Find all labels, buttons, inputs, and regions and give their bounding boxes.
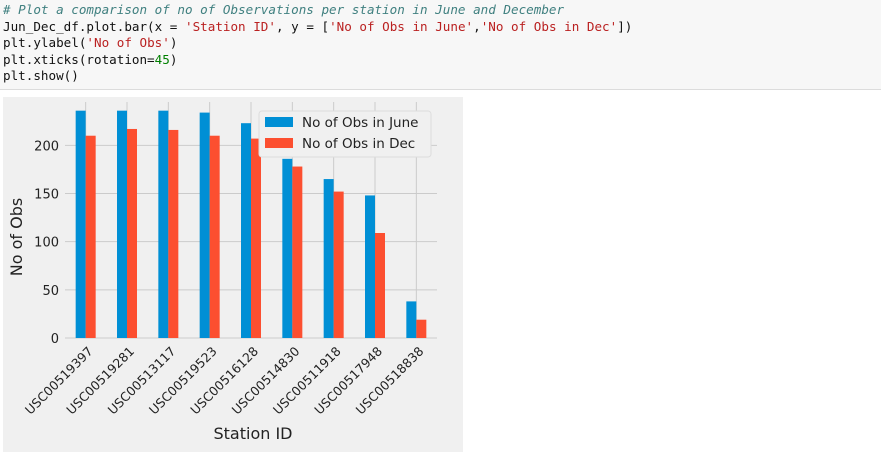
bar-june — [365, 195, 375, 338]
legend: No of Obs in June No of Obs in Dec — [258, 110, 432, 158]
code-text: ) — [169, 51, 178, 67]
code-text: ) — [169, 35, 178, 51]
code-comment: # Plot a comparison of no of Observation… — [3, 2, 565, 17]
code-text: plt.xticks(rotation= — [3, 51, 155, 67]
code-text: , y = [ — [275, 18, 330, 34]
bar-dec — [251, 138, 261, 338]
bar-dec — [209, 135, 220, 338]
legend-box — [258, 110, 432, 158]
bar-june — [323, 179, 334, 338]
y-tick-label: 0 — [51, 332, 59, 347]
y-tick-label: 150 — [34, 188, 59, 203]
code-text: ]) — [617, 18, 633, 34]
y-tick-labels: 0 50 100 150 200 — [34, 139, 59, 347]
bar-chart: 0 50 100 150 200 USC00519397USC00519281USC00… — [7, 102, 437, 443]
code-number: 45 — [154, 51, 170, 67]
y-tick-label: 100 — [34, 236, 59, 251]
bars — [75, 110, 427, 338]
code-text: Jun_Dec_df.plot.bar(x = — [3, 18, 185, 34]
bar-june — [199, 112, 210, 338]
code-cell[interactable]: # Plot a comparison of no of Observation… — [0, 0, 881, 90]
bar-dec — [333, 191, 344, 338]
code-line-5: plt.show() — [3, 68, 881, 85]
code-string: 'Station ID' — [184, 18, 276, 34]
code-text: plt.show() — [3, 68, 79, 84]
y-axis-label: No of Obs — [7, 198, 26, 276]
bar-dec — [416, 319, 427, 338]
bar-dec — [375, 233, 385, 338]
x-tick-labels: USC00519397USC00519281USC00513117USC0051… — [22, 343, 427, 417]
bar-june — [282, 158, 293, 338]
code-line-4: plt.xticks(rotation=45) — [3, 52, 881, 69]
y-tick-label: 50 — [42, 284, 59, 299]
bar-dec — [168, 129, 179, 338]
bar-june — [241, 123, 251, 338]
code-text: , — [473, 18, 481, 34]
code-string: 'No of Obs in Dec' — [480, 18, 618, 34]
code-line-3: plt.ylabel('No of Obs') — [3, 35, 881, 52]
bar-june — [117, 110, 127, 338]
bar-dec — [292, 166, 303, 338]
code-line-2: Jun_Dec_df.plot.bar(x = 'Station ID', y … — [3, 19, 881, 36]
legend-swatch-june — [265, 117, 293, 127]
legend-swatch-dec — [265, 138, 293, 148]
legend-label-dec: No of Obs in Dec — [302, 136, 415, 152]
bar-dec — [127, 128, 137, 338]
code-string: 'No of Obs' — [86, 35, 170, 51]
bar-june — [158, 110, 169, 338]
code-line-1: # Plot a comparison of no of Observation… — [3, 2, 881, 19]
y-tick-label: 200 — [34, 139, 59, 154]
code-string: 'No of Obs in June' — [329, 18, 474, 34]
output-area: 0 50 100 150 200 USC00519397 USC00519281 USC00… — [3, 97, 463, 452]
bar-june — [75, 110, 86, 338]
bar-june — [406, 301, 417, 338]
legend-label-june: No of Obs in June — [302, 115, 418, 131]
code-text: plt.ylabel( — [3, 35, 87, 51]
x-axis-label: Station ID — [213, 424, 292, 443]
bar-dec — [85, 135, 96, 338]
